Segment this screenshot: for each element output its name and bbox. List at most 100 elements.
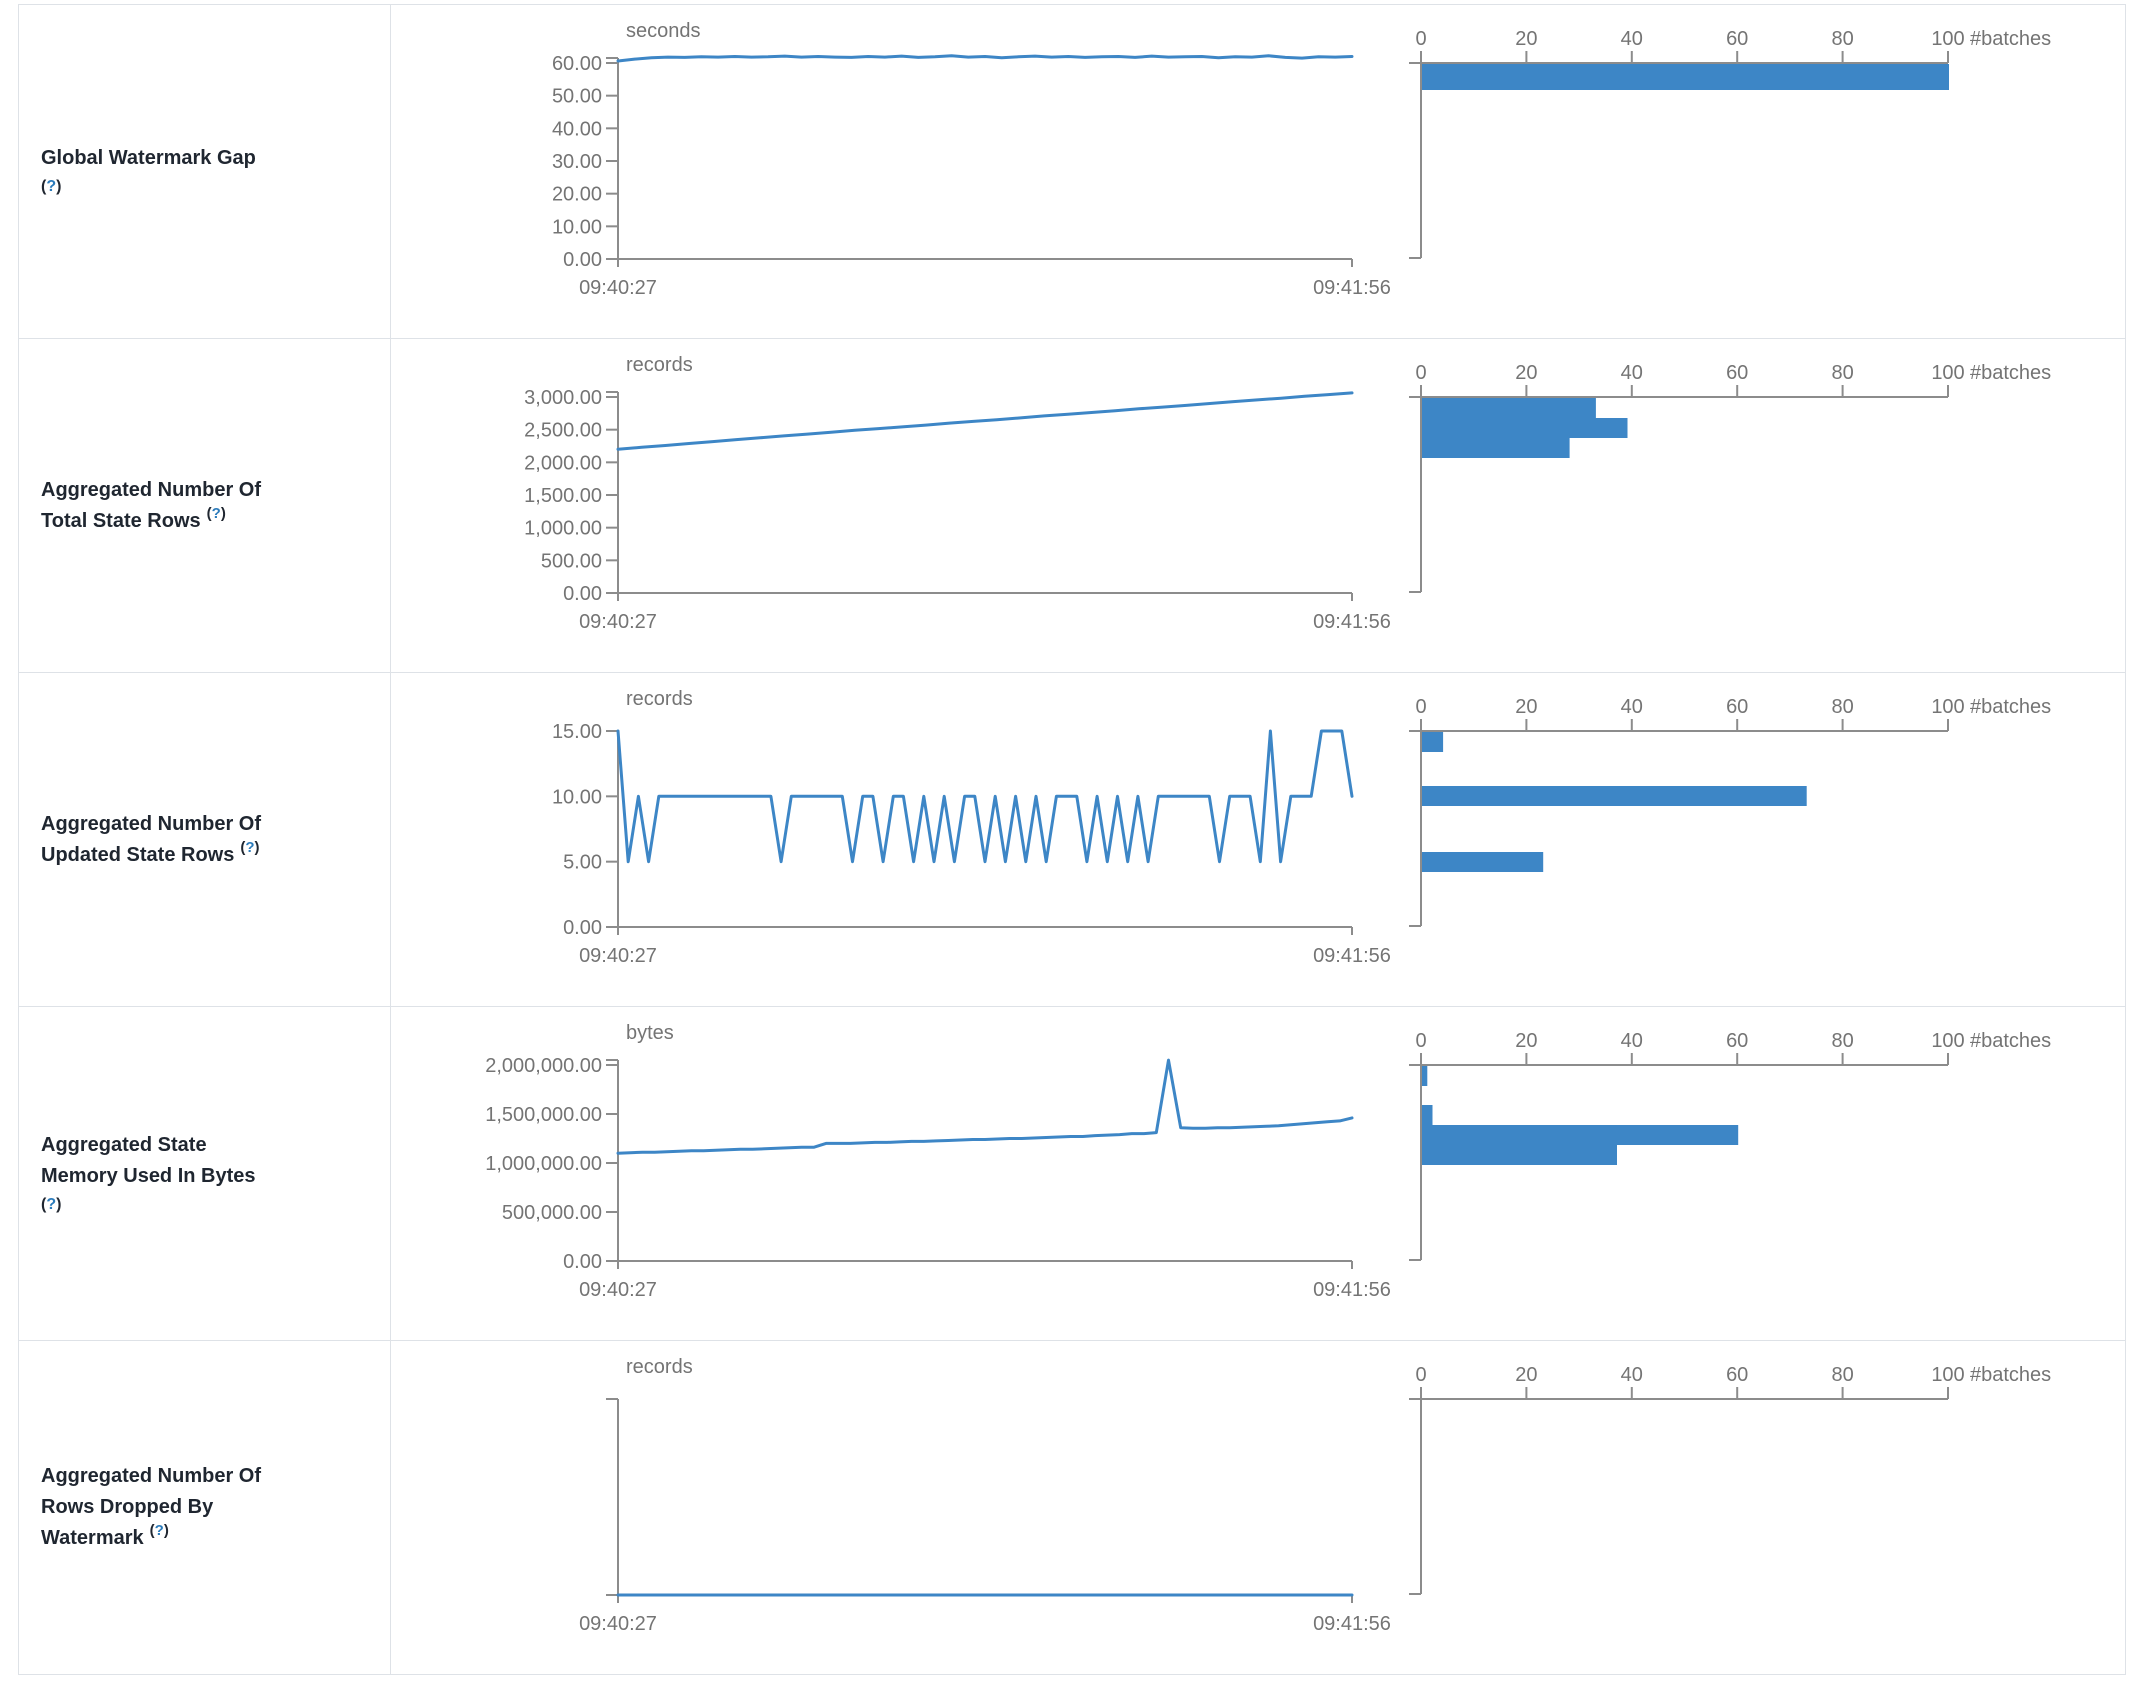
hist-tick-label: 80	[1831, 1030, 1853, 1052]
y-tick-label: 500,000.00	[502, 1202, 602, 1224]
chart-cell: records 15.00 10.00 5.00 0.00 09:40:27 09:41:5…	[391, 673, 2125, 1006]
metric-label: Global Watermark Gap (?)	[41, 143, 376, 200]
chart-cell: bytes 2,000,000.00 1,500,000.00 1,000,000.0…	[391, 1007, 2125, 1340]
metric-label: Aggregated Number Of Total State Rows (?)	[41, 475, 376, 537]
chart-cell: records 3,000.00 2,500.00 2,000.00 1,500.00 1…	[391, 339, 2125, 672]
hist-tick-label: 60	[1726, 1030, 1748, 1052]
y-tick-label: 10.00	[552, 786, 602, 808]
metric-row: Aggregated Number Of Total State Rows (?) …	[19, 339, 2125, 673]
y-tick-label: 30.00	[552, 151, 602, 173]
hist-tick-label: 100	[1931, 362, 1964, 384]
x-start-label: 09:40:27	[579, 277, 657, 299]
metric-label-line: Memory Used In Bytes	[41, 1164, 256, 1187]
hist-tick-label: 100	[1931, 28, 1964, 50]
y-tick-label: 5.00	[563, 852, 602, 874]
metric-label-line: Aggregated State	[41, 1133, 207, 1156]
hist-tick-label: 0	[1415, 28, 1426, 50]
hist-tick-label: 40	[1621, 1030, 1643, 1052]
question-mark-icon: ?	[46, 1195, 57, 1213]
timeline-chart: records 09:40:27 09:41:56	[579, 1356, 1391, 1635]
batches-axis-label: #batches	[1970, 1364, 2051, 1386]
metric-label-cell: Global Watermark Gap (?)	[19, 5, 391, 338]
x-start-label: 09:40:27	[579, 1279, 657, 1301]
histogram-bar	[1422, 418, 1628, 438]
hist-tick-label: 80	[1831, 696, 1853, 718]
y-tick-label: 0.00	[563, 1251, 602, 1273]
histogram-bar	[1422, 1125, 1739, 1145]
metric-label: Aggregated State Memory Used In Bytes (?)	[41, 1130, 376, 1218]
help-link[interactable]: (?)	[41, 1195, 62, 1213]
unit-label: seconds	[626, 20, 701, 42]
chart-cell: records 09:40:27 09:41:56 0 20 40 60 80 100 #bat…	[391, 1341, 2125, 1674]
chart-cell: seconds 60.00 50.00 40.00 30.00 20.00 10.00 0.0…	[391, 5, 2125, 338]
histogram-chart: 0 20 40 60 80 100 #batches	[1409, 1030, 2051, 1261]
metric-label-line: Total State Rows (?)	[41, 504, 226, 532]
histogram-bar	[1422, 1066, 1428, 1086]
timeline-series	[616, 729, 1354, 864]
help-link[interactable]: (?)	[240, 838, 260, 856]
histogram-bar	[1422, 398, 1596, 418]
histogram-chart: 0 20 40 60 80 100 #batches	[1409, 28, 2051, 259]
timeline-series	[616, 1058, 1354, 1155]
y-tick-label: 500.00	[541, 550, 602, 572]
x-end-label: 09:41:56	[1313, 945, 1391, 967]
x-end-label: 09:41:56	[1313, 1279, 1391, 1301]
x-start-label: 09:40:27	[579, 1613, 657, 1635]
hist-tick-label: 20	[1515, 1030, 1537, 1052]
metric-label-line: Updated State Rows (?)	[41, 838, 260, 866]
hist-tick-label: 100	[1931, 1030, 1964, 1052]
metric-label: Aggregated Number Of Updated State Rows (?…	[41, 809, 376, 871]
metric-row: Aggregated Number Of Rows Dropped By Water…	[19, 1341, 2125, 1674]
y-tick-label: 10.00	[552, 216, 602, 238]
metric-label-line: Watermark (?)	[41, 1522, 169, 1549]
x-end-label: 09:41:56	[1313, 1613, 1391, 1635]
timeline-chart: seconds 60.00 50.00 40.00 30.00 20.00 10.00 0.0…	[552, 20, 1391, 299]
y-tick-label: 1,500,000.00	[485, 1104, 602, 1126]
hist-tick-label: 20	[1515, 1364, 1537, 1386]
y-tick-label: 1,000.00	[524, 518, 602, 540]
question-mark-icon: ?	[211, 504, 221, 522]
help-link[interactable]: (?)	[149, 1522, 169, 1539]
histogram-bar	[1422, 852, 1544, 872]
x-end-label: 09:41:56	[1313, 611, 1391, 633]
histogram-bar	[1422, 1145, 1617, 1165]
hist-tick-label: 40	[1621, 696, 1643, 718]
hist-tick-label: 60	[1726, 28, 1748, 50]
x-start-label: 09:40:27	[579, 945, 657, 967]
hist-tick-label: 80	[1831, 28, 1853, 50]
hist-tick-label: 40	[1621, 28, 1643, 50]
y-tick-label: 50.00	[552, 86, 602, 108]
y-tick-label: 0.00	[563, 917, 602, 939]
y-tick-label: 60.00	[552, 53, 602, 75]
hist-tick-label: 20	[1515, 28, 1537, 50]
y-tick-label: 15.00	[552, 721, 602, 743]
hist-tick-label: 0	[1415, 1364, 1426, 1386]
y-tick-label: 1,500.00	[524, 485, 602, 507]
hist-tick-label: 0	[1415, 696, 1426, 718]
hist-tick-label: 40	[1621, 1364, 1643, 1386]
metric-label-cell: Aggregated Number Of Rows Dropped By Water…	[19, 1341, 391, 1674]
batches-axis-label: #batches	[1970, 28, 2051, 50]
hist-tick-label: 100	[1931, 1364, 1964, 1386]
question-mark-icon: ?	[46, 178, 57, 195]
hist-tick-label: 60	[1726, 1364, 1748, 1386]
hist-tick-label: 20	[1515, 696, 1537, 718]
timeline-series	[616, 54, 1354, 63]
histogram-bar	[1422, 786, 1807, 806]
y-tick-label: 2,000.00	[524, 452, 602, 474]
metric-label-line: Aggregated Number Of	[41, 812, 262, 835]
y-tick-label: 2,000,000.00	[485, 1055, 602, 1077]
hist-tick-label: 80	[1831, 1364, 1853, 1386]
x-end-label: 09:41:56	[1313, 277, 1391, 299]
metric-row: Aggregated Number Of Updated State Rows (?…	[19, 673, 2125, 1007]
y-tick-label: 1,000,000.00	[485, 1153, 602, 1175]
hist-tick-label: 100	[1931, 696, 1964, 718]
metric-label-line: Aggregated Number Of	[41, 1465, 262, 1487]
help-link[interactable]: (?)	[206, 504, 226, 522]
timeline-chart: records 3,000.00 2,500.00 2,000.00 1,500.00 1…	[524, 354, 1391, 633]
batches-axis-label: #batches	[1970, 362, 2051, 384]
unit-label: bytes	[626, 1022, 674, 1044]
help-link[interactable]: (?)	[41, 178, 62, 195]
question-mark-icon: ?	[245, 838, 255, 856]
timeline-chart: records 15.00 10.00 5.00 0.00 09:40:27 09:41:5…	[552, 688, 1391, 967]
